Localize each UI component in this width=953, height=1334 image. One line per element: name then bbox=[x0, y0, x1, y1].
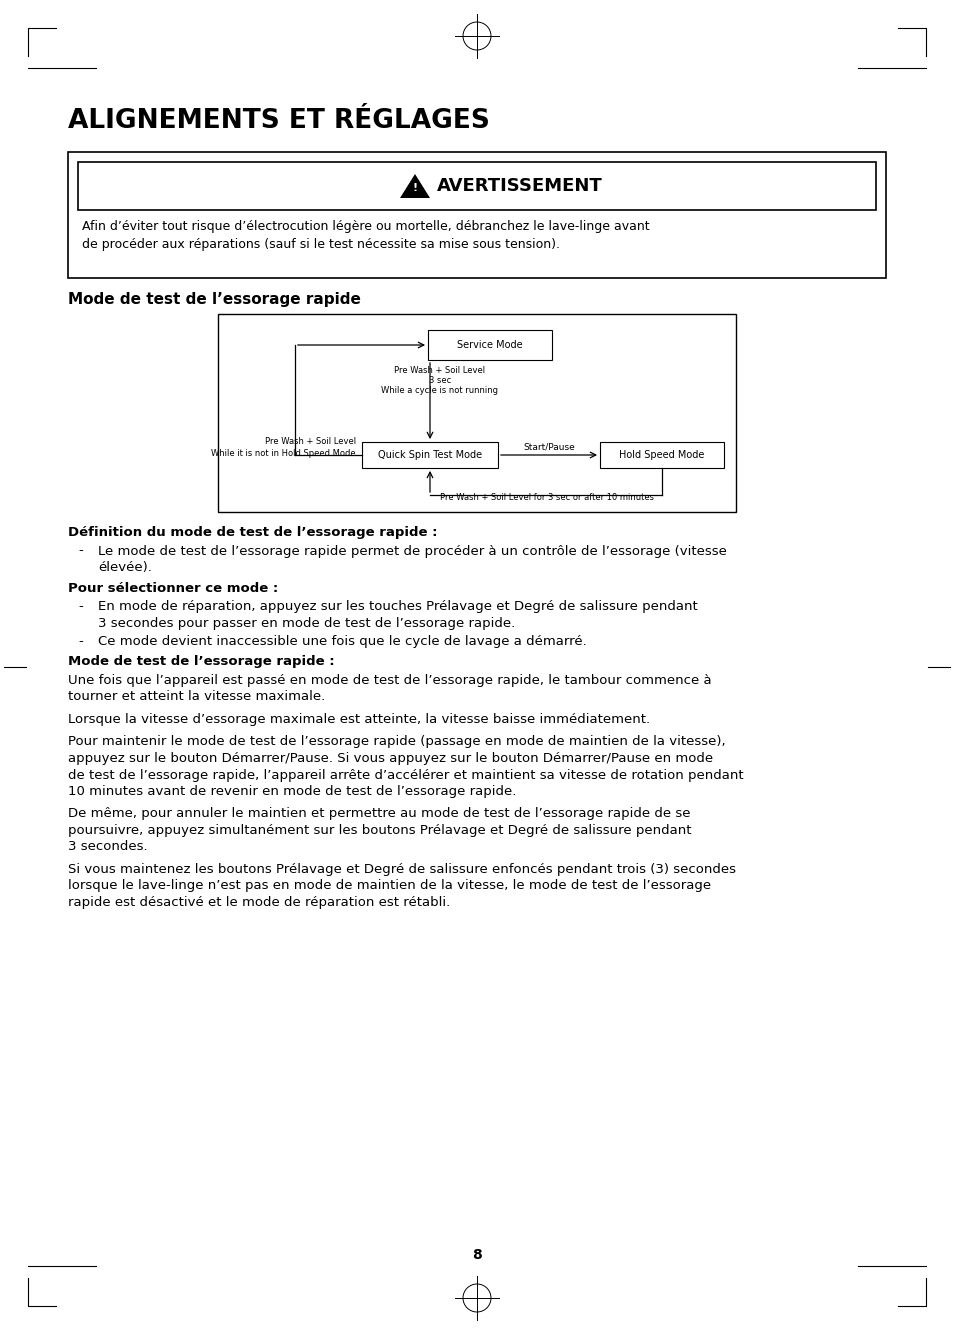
Text: De même, pour annuler le maintien et permettre au mode de test de l’essorage rap: De même, pour annuler le maintien et per… bbox=[68, 807, 690, 820]
Text: Pre Wash + Soil Level for 3 sec or after 10 minutes: Pre Wash + Soil Level for 3 sec or after… bbox=[439, 494, 654, 502]
Text: Pre Wash + Soil Level: Pre Wash + Soil Level bbox=[265, 438, 355, 446]
Text: Ce mode devient inaccessible une fois que le cycle de lavage a démarré.: Ce mode devient inaccessible une fois qu… bbox=[98, 635, 586, 648]
Polygon shape bbox=[399, 173, 430, 197]
Text: Hold Speed Mode: Hold Speed Mode bbox=[618, 450, 704, 460]
Text: tourner et atteint la vitesse maximale.: tourner et atteint la vitesse maximale. bbox=[68, 691, 325, 703]
Bar bbox=[428, 329, 552, 360]
Text: Service Mode: Service Mode bbox=[456, 340, 522, 350]
Text: Définition du mode de test de l’essorage rapide :: Définition du mode de test de l’essorage… bbox=[68, 526, 437, 539]
Text: rapide est désactivé et le mode de réparation est rétabli.: rapide est désactivé et le mode de répar… bbox=[68, 896, 450, 908]
Bar bbox=[218, 313, 735, 512]
Text: Une fois que l’appareil est passé en mode de test de l’essorage rapide, le tambo: Une fois que l’appareil est passé en mod… bbox=[68, 674, 711, 687]
Text: Quick Spin Test Mode: Quick Spin Test Mode bbox=[377, 450, 481, 460]
Text: Pour sélectionner ce mode :: Pour sélectionner ce mode : bbox=[68, 582, 278, 595]
Text: de procéder aux réparations (sauf si le test nécessite sa mise sous tension).: de procéder aux réparations (sauf si le … bbox=[82, 237, 559, 251]
Text: Mode de test de l’essorage rapide: Mode de test de l’essorage rapide bbox=[68, 292, 360, 307]
Text: poursuivre, appuyez simultanément sur les boutons Prélavage et Degré de salissur: poursuivre, appuyez simultanément sur le… bbox=[68, 824, 691, 836]
Text: AVERTISSEMENT: AVERTISSEMENT bbox=[436, 177, 602, 195]
Text: 10 minutes avant de revenir en mode de test de l’essorage rapide.: 10 minutes avant de revenir en mode de t… bbox=[68, 784, 516, 798]
Text: lorsque le lave-linge n’est pas en mode de maintien de la vitesse, le mode de te: lorsque le lave-linge n’est pas en mode … bbox=[68, 879, 710, 892]
Text: Mode de test de l’essorage rapide :: Mode de test de l’essorage rapide : bbox=[68, 655, 335, 668]
Text: -: - bbox=[78, 600, 83, 614]
Text: -: - bbox=[78, 544, 83, 558]
Text: !: ! bbox=[412, 183, 417, 193]
Text: élevée).: élevée). bbox=[98, 562, 152, 574]
Text: appuyez sur le bouton Démarrer/Pause. Si vous appuyez sur le bouton Démarrer/Pau: appuyez sur le bouton Démarrer/Pause. Si… bbox=[68, 752, 713, 764]
Text: -: - bbox=[78, 635, 83, 648]
Text: Start/Pause: Start/Pause bbox=[522, 442, 575, 451]
Bar bbox=[361, 442, 497, 468]
Text: 8: 8 bbox=[472, 1249, 481, 1262]
Text: While a cycle is not running: While a cycle is not running bbox=[381, 386, 498, 395]
Text: 3 secondes pour passer en mode de test de l’essorage rapide.: 3 secondes pour passer en mode de test d… bbox=[98, 616, 515, 630]
Text: Lorsque la vitesse d’essorage maximale est atteinte, la vitesse baisse immédiate: Lorsque la vitesse d’essorage maximale e… bbox=[68, 712, 649, 726]
Bar bbox=[68, 152, 885, 277]
Text: 3 sec: 3 sec bbox=[429, 376, 451, 386]
Text: Pre Wash + Soil Level: Pre Wash + Soil Level bbox=[394, 366, 485, 375]
Text: Afin d’éviter tout risque d’électrocution légère ou mortelle, débranchez le lave: Afin d’éviter tout risque d’électrocutio… bbox=[82, 220, 649, 233]
Text: ALIGNEMENTS ET RÉGLAGES: ALIGNEMENTS ET RÉGLAGES bbox=[68, 108, 489, 133]
Bar bbox=[78, 161, 875, 209]
Text: 3 secondes.: 3 secondes. bbox=[68, 840, 148, 854]
Text: de test de l’essorage rapide, l’appareil arrête d’accélérer et maintient sa vite: de test de l’essorage rapide, l’appareil… bbox=[68, 768, 742, 782]
Text: Pour maintenir le mode de test de l’essorage rapide (passage en mode de maintien: Pour maintenir le mode de test de l’esso… bbox=[68, 735, 725, 748]
Bar bbox=[599, 442, 723, 468]
Text: Le mode de test de l’essorage rapide permet de procéder à un contrôle de l’essor: Le mode de test de l’essorage rapide per… bbox=[98, 544, 726, 558]
Text: Si vous maintenez les boutons Prélavage et Degré de salissure enfoncés pendant t: Si vous maintenez les boutons Prélavage … bbox=[68, 863, 735, 876]
Text: En mode de réparation, appuyez sur les touches Prélavage et Degré de salissure p: En mode de réparation, appuyez sur les t… bbox=[98, 600, 697, 614]
Text: While it is not in Hold Speed Mode: While it is not in Hold Speed Mode bbox=[212, 450, 355, 458]
